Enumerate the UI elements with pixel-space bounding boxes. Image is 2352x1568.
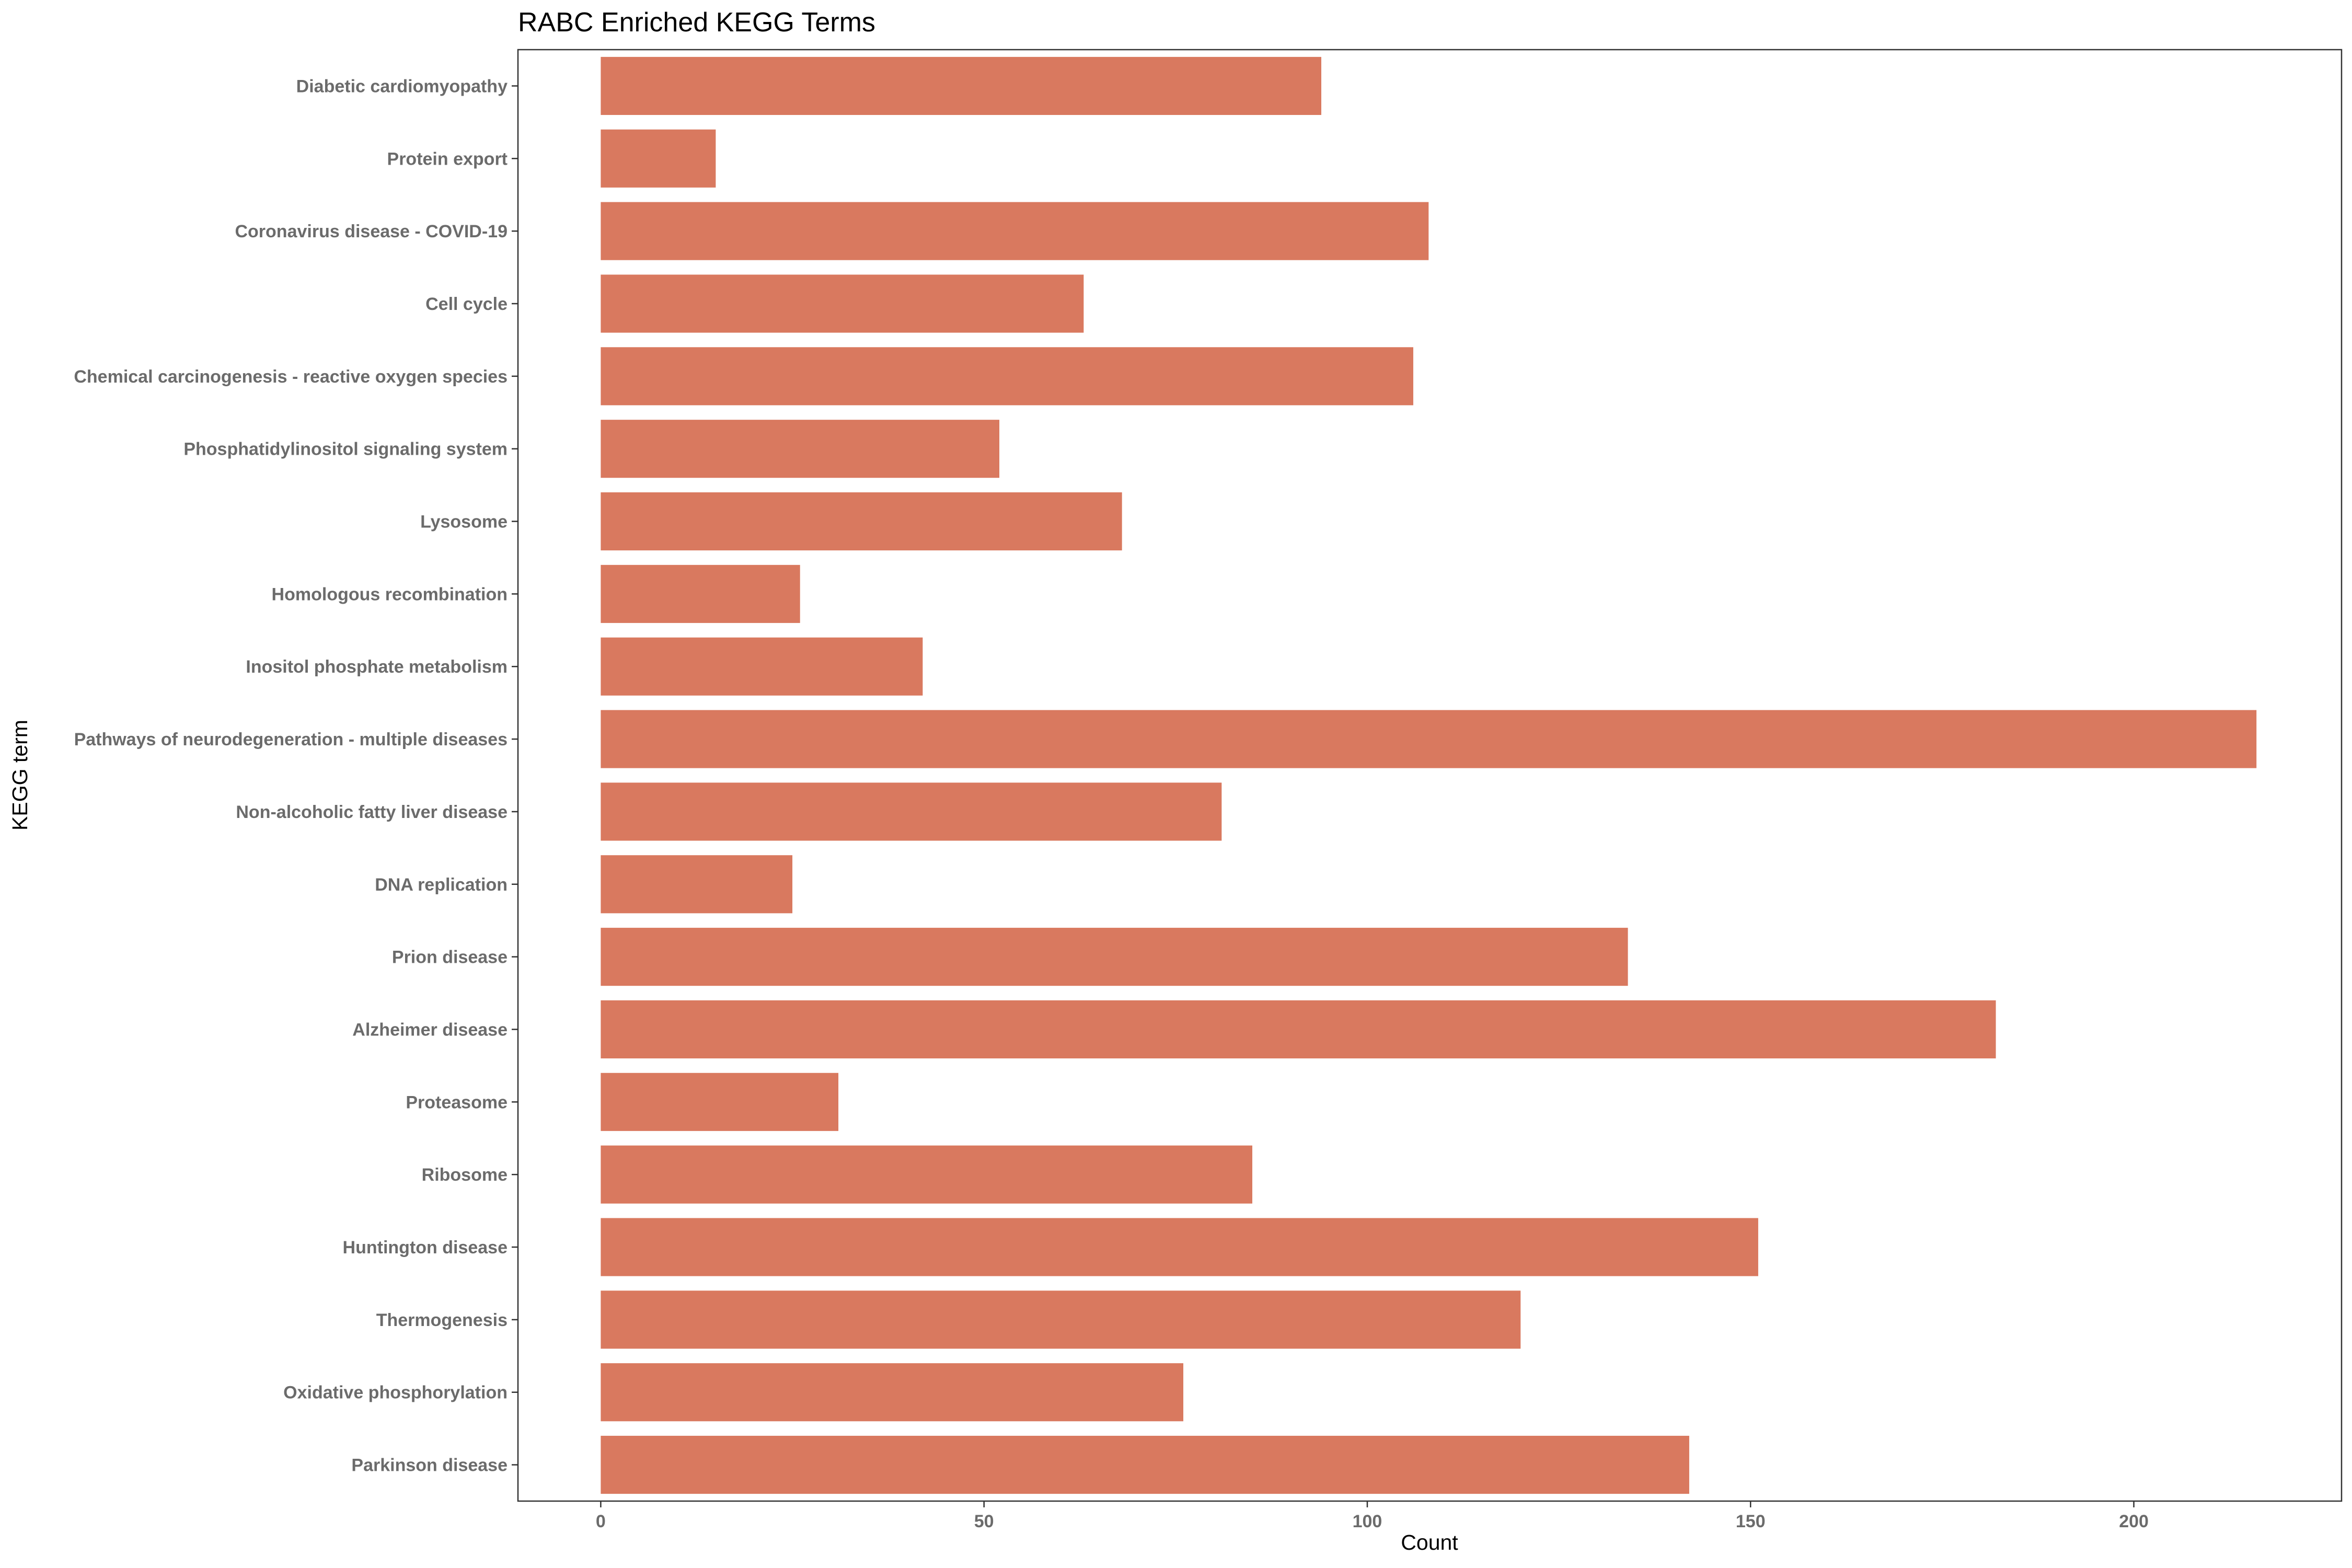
bar bbox=[601, 1363, 1183, 1422]
y-tick-label: Pathways of neurodegeneration - multiple… bbox=[74, 730, 508, 750]
bar bbox=[601, 56, 1321, 115]
x-tick-label: 200 bbox=[2119, 1512, 2149, 1531]
bar bbox=[601, 710, 2257, 768]
y-tick-label: Ribosome bbox=[422, 1165, 508, 1185]
bar bbox=[601, 782, 1222, 841]
y-tick-label: DNA replication bbox=[375, 875, 508, 895]
y-tick-label: Diabetic cardiomyopathy bbox=[296, 76, 508, 96]
bar bbox=[601, 1436, 1689, 1494]
y-tick-label: Alzheimer disease bbox=[352, 1020, 508, 1040]
y-tick-label: Huntington disease bbox=[343, 1238, 508, 1258]
bar bbox=[601, 1290, 1521, 1349]
bar bbox=[601, 637, 923, 696]
bar bbox=[601, 855, 793, 914]
x-tick-label: 150 bbox=[1736, 1512, 1766, 1531]
bar bbox=[601, 1145, 1252, 1204]
x-tick-label: 100 bbox=[1353, 1512, 1382, 1531]
plot-panel bbox=[517, 49, 2343, 1502]
chart-title: RABC Enriched KEGG Terms bbox=[518, 7, 875, 38]
bar bbox=[601, 1218, 1758, 1276]
y-tick-label: Coronavirus disease - COVID-19 bbox=[235, 222, 508, 241]
y-tick-label: Protein export bbox=[387, 149, 508, 169]
bar bbox=[601, 202, 1429, 260]
y-tick-label: Phosphatidylinositol signaling system bbox=[183, 440, 508, 459]
bar bbox=[601, 928, 1628, 986]
y-tick-label: Cell cycle bbox=[425, 294, 508, 314]
y-tick-label: Non-alcoholic fatty liver disease bbox=[236, 802, 508, 822]
y-axis-title: KEGG term bbox=[8, 720, 32, 831]
bar bbox=[601, 1000, 1996, 1059]
bar bbox=[601, 1073, 839, 1131]
y-tick-label: Prion disease bbox=[392, 948, 508, 967]
y-tick-label: Oxidative phosphorylation bbox=[283, 1383, 508, 1403]
y-tick-label: Parkinson disease bbox=[351, 1456, 508, 1475]
bar bbox=[601, 129, 716, 188]
bar bbox=[601, 274, 1084, 333]
y-tick-label: Lysosome bbox=[420, 512, 508, 532]
y-tick-label: Chemical carcinogenesis - reactive oxyge… bbox=[74, 367, 508, 387]
y-tick-label: Proteasome bbox=[406, 1092, 508, 1112]
x-tick-label: 50 bbox=[974, 1512, 994, 1531]
y-tick-label: Inositol phosphate metabolism bbox=[246, 657, 508, 677]
y-tick-label: Homologous recombination bbox=[272, 584, 508, 604]
x-axis-title: Count bbox=[1401, 1530, 1458, 1554]
y-tick-label: Thermogenesis bbox=[376, 1310, 508, 1330]
bar bbox=[601, 492, 1122, 551]
bar bbox=[601, 564, 800, 623]
x-tick-label: 0 bbox=[596, 1512, 606, 1531]
bar bbox=[601, 420, 1000, 478]
bar bbox=[601, 347, 1413, 406]
